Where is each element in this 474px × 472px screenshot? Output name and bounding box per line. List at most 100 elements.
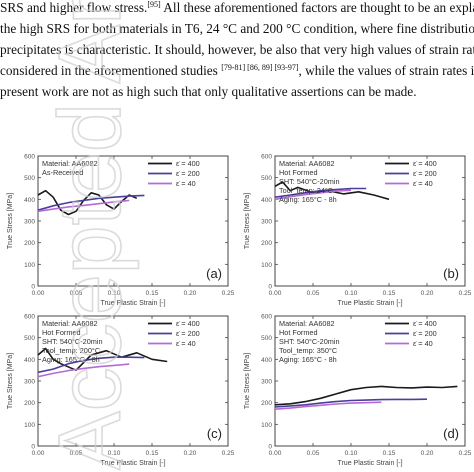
y-tick-label: 500 [261,335,272,342]
chart-svg: 600 500 400 300 200 100 00.00 0.05 0.10 0.15 0.20 0… [7,314,235,468]
y-tick-label: 400 [261,357,272,364]
paragraph-text-run: , while the values of strain rates in [298,63,474,78]
annotation-line: Aging: 165°C - 8h [279,355,337,364]
paragraph-line: the high SRS for both materials in T6, 2… [0,21,474,37]
x-tick-label: 0.20 [184,450,197,457]
annotation-line: Hot Formed [279,328,318,337]
x-tick-label: 0.00 [32,290,45,297]
annotation-line: SHT: 540°C-20min [279,177,340,186]
x-tick-label: 0.05 [70,450,83,457]
y-axis-label: True Stress [MPa] [244,193,251,249]
legend-label: ε̇ = 400 [413,159,437,168]
x-tick-label: 0.15 [146,290,159,297]
x-tick-label: 0.05 [307,290,320,297]
y-tick-label: 200 [261,240,272,247]
y-tick-label: 500 [24,335,35,342]
paragraph-line: considered in the aforementioned studies… [0,63,474,79]
y-tick-label: 0 [268,284,272,291]
citation-superscript: [95] [147,0,161,9]
annotation-line: Material: AA6082 [42,159,98,168]
y-tick-label: 0 [31,444,35,451]
y-tick-label: 100 [24,262,35,269]
y-tick-label: 100 [261,422,272,429]
series-line [37,199,130,213]
legend-label: ε̇ = 200 [413,169,437,178]
y-axis-label: True Stress [MPa] [7,353,14,409]
x-axis-label: True Plastic Strain [-] [100,300,165,307]
paragraph-line: precipitates is characteristic. It shoul… [0,42,474,58]
y-tick-label: 600 [261,154,272,161]
x-tick-label: 0.00 [32,450,45,457]
annotation-line: Tool_temp: 350°C [279,346,337,355]
x-tick-label: 0.15 [383,290,396,297]
chart-panel-d: 600 500 400 300 200 100 0 0.00 0.05 0.10 0.15 0.20 0… [237,310,474,470]
annotation-line: Hot Formed [279,168,318,177]
x-tick-label: 0.25 [222,290,235,297]
annotation-line: SHT: 540°C-20min [42,337,103,346]
chart-panel-c: 600 500 400 300 200 100 0 0.00 0.05 0.10 0.15 0.20 0… [0,310,237,470]
series-line [37,189,138,216]
x-tick-label: 0.20 [184,290,197,297]
y-tick-label: 500 [261,175,272,182]
paragraph-text-run: precipitates is characteristic. It shoul… [0,42,474,57]
y-tick-label: 600 [261,314,272,321]
chart-svg: 600 500 400 300 200 100 00.00 0.05 0.10 0.15 0.20 0… [244,154,472,308]
annotation-line: Material: AA6082 [279,319,335,328]
x-tick-label: 0.25 [459,290,472,297]
y-tick-label: 0 [31,284,35,291]
series-line [274,398,428,408]
series-line [274,187,367,198]
y-tick-label: 300 [24,219,35,226]
annotation-line: SHT: 540°C-20min [279,337,340,346]
x-tick-label: 0.15 [383,450,396,457]
panel-label: (a) [206,266,222,281]
x-axis-label: True Plastic Strain [-] [337,300,402,307]
annotation-line: Material: AA6082 [279,159,335,168]
y-tick-label: 400 [261,197,272,204]
paragraph-text-run: the high SRS for both materials in T6, 2… [0,21,474,36]
x-axis-label: True Plastic Strain [-] [100,460,165,467]
annotation-line: Material: AA6082 [42,319,98,328]
y-tick-label: 300 [24,379,35,386]
legend-label: ε̇ = 40 [413,339,433,348]
paragraph-text-run: considered in the aforementioned studies [0,63,222,78]
annotation-line: Tool_temp: 200°C [42,346,100,355]
x-tick-label: 0.15 [146,450,159,457]
x-tick-label: 0.10 [345,290,358,297]
y-tick-label: 100 [261,262,272,269]
x-tick-label: 0.25 [222,450,235,457]
series-line [37,356,145,374]
series-line [274,401,382,410]
y-tick-label: 0 [268,444,272,451]
x-tick-label: 0.25 [459,450,472,457]
chart-panel-a: 600 500 400 300 200 100 0 0.00 0.05 0.10 0.15 0.20 0… [0,150,237,310]
y-tick-label: 400 [24,357,35,364]
legend-label: ε̇ = 400 [176,319,200,328]
y-tick-label: 200 [261,400,272,407]
y-axis-label: True Stress [MPa] [7,193,14,249]
legend-label: ε̇ = 400 [413,319,437,328]
paragraph-text-run: All these aforementioned factors are tho… [163,0,474,15]
paragraph-line: present work are not as high such that o… [0,84,417,100]
annotation-line: Hot Formed [42,328,81,337]
series-line [274,181,390,201]
y-axis-label: True Stress [MPa] [244,353,251,409]
x-tick-label: 0.20 [421,450,434,457]
annotation-line: Aging: 165°C - 8h [42,355,100,364]
chart-svg: 600 500 400 300 200 100 00.00 0.05 0.10 0.15 0.20 0… [7,154,235,308]
paragraph-text-run: SRS and higher flow stress. [0,0,148,15]
series-line [37,363,130,378]
legend-label: ε̇ = 400 [176,159,200,168]
paragraph-text: SRS and higher flow stress.[95] All thes… [0,0,474,104]
y-tick-label: 200 [24,400,35,407]
series-line [37,194,145,211]
y-tick-label: 100 [24,422,35,429]
y-tick-label: 600 [24,154,35,161]
legend-label: ε̇ = 40 [413,179,433,188]
chart-panel-b: 600 500 400 300 200 100 0 0.00 0.05 0.10 0.15 0.20 0… [237,150,474,310]
y-tick-label: 500 [24,175,35,182]
legend-label: ε̇ = 40 [176,179,196,188]
annotation-line: As-Received [42,168,83,177]
legend-label: ε̇ = 200 [413,329,437,338]
series-line [274,385,458,406]
